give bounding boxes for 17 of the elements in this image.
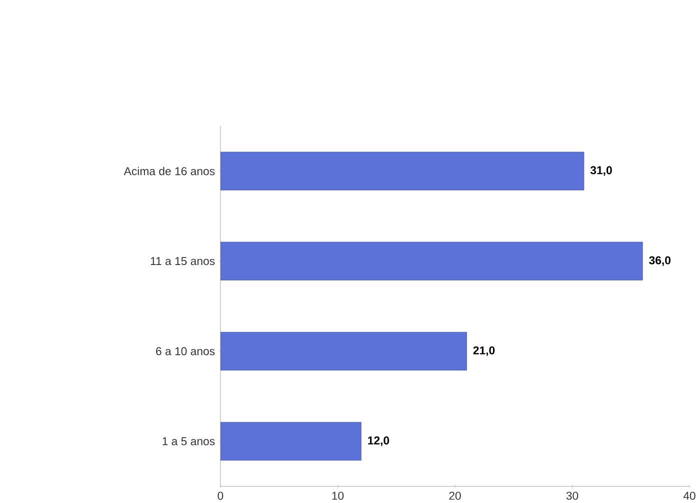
bar <box>220 242 643 280</box>
y-tick-label: 11 a 15 anos <box>150 257 215 266</box>
y-tick-label: 1 a 5 anos <box>162 437 215 446</box>
data-label: 36,0 <box>649 256 671 266</box>
x-tick-label: 20 <box>449 492 461 500</box>
y-tick-label: Acima de 16 anos <box>124 166 215 176</box>
x-tick-label: 30 <box>566 492 578 500</box>
x-tick-label: 40 <box>683 492 696 500</box>
y-tick-label: 6 a 10 anos <box>156 347 215 356</box>
data-label: 21,0 <box>473 346 495 356</box>
data-label: 12,0 <box>368 436 390 446</box>
bar <box>220 332 467 370</box>
x-tick-label: 0 <box>218 492 224 500</box>
data-label: 31,0 <box>590 166 612 176</box>
bar <box>220 422 362 461</box>
bar <box>220 152 584 190</box>
x-tick-label: 10 <box>332 492 344 500</box>
